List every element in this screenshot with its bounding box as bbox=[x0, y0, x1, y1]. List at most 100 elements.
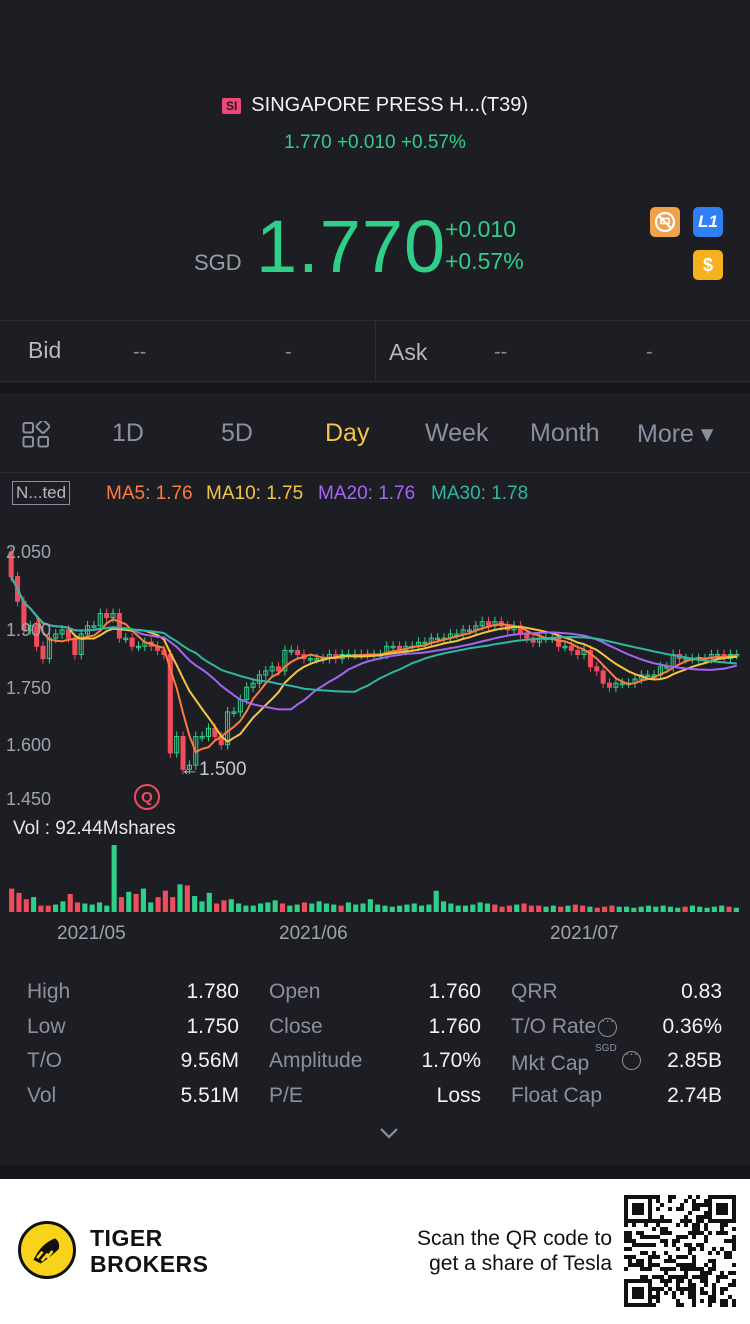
qr-module bbox=[688, 1219, 692, 1223]
qr-module bbox=[664, 1231, 668, 1235]
volume-bar bbox=[389, 906, 395, 912]
qr-module bbox=[652, 1227, 656, 1231]
volume-bar bbox=[492, 904, 498, 912]
qr-module bbox=[672, 1243, 676, 1247]
brand-name: BROKERS bbox=[90, 1251, 209, 1277]
info-icon[interactable] bbox=[622, 1046, 641, 1070]
volume-bar bbox=[118, 897, 125, 912]
qr-module bbox=[676, 1283, 680, 1287]
qr-module bbox=[648, 1259, 652, 1263]
qr-module bbox=[668, 1219, 672, 1223]
volume-bar bbox=[214, 903, 220, 912]
qr-module bbox=[692, 1283, 696, 1287]
qr-module bbox=[640, 1251, 644, 1255]
qr-module bbox=[640, 1259, 644, 1263]
qr-module bbox=[684, 1215, 688, 1219]
volume-bar bbox=[250, 905, 256, 912]
candle-body bbox=[97, 613, 103, 627]
candle-body bbox=[250, 682, 256, 688]
qr-module bbox=[652, 1219, 656, 1223]
adjust-toggle[interactable]: N...ted bbox=[12, 481, 71, 505]
qr-module bbox=[676, 1263, 680, 1267]
tab-day[interactable]: Day bbox=[325, 419, 370, 447]
qr-code[interactable] bbox=[624, 1195, 736, 1307]
volume-bar bbox=[96, 902, 103, 912]
qr-module bbox=[728, 1283, 732, 1287]
qr-module bbox=[624, 1255, 628, 1259]
volume-bar bbox=[257, 903, 264, 912]
qr-module bbox=[696, 1215, 700, 1219]
qr-module bbox=[660, 1227, 664, 1231]
tab-month[interactable]: Month bbox=[530, 419, 600, 447]
qr-module bbox=[728, 1255, 732, 1259]
candlestick-chart[interactable] bbox=[0, 510, 750, 950]
stat-value: 5.51M bbox=[180, 1084, 239, 1107]
qr-module bbox=[704, 1283, 708, 1287]
qr-module bbox=[676, 1287, 680, 1291]
qr-module bbox=[732, 1263, 736, 1267]
qr-module bbox=[700, 1275, 704, 1279]
qr-module bbox=[692, 1255, 696, 1259]
volume-bar bbox=[265, 902, 271, 912]
volume-bar bbox=[470, 904, 476, 912]
qr-module bbox=[672, 1267, 676, 1271]
candle-body bbox=[587, 649, 593, 668]
volume-bar bbox=[23, 899, 29, 912]
volume-bar bbox=[140, 888, 146, 912]
qr-module bbox=[692, 1203, 696, 1207]
volume-bar bbox=[572, 904, 578, 912]
qr-module bbox=[680, 1219, 684, 1223]
volume-bar bbox=[323, 903, 329, 912]
qr-module bbox=[692, 1299, 696, 1303]
volume-label: Vol : 92.44Mshares bbox=[13, 818, 176, 839]
l1-quote-icon[interactable]: L1 bbox=[693, 207, 723, 237]
qr-module bbox=[680, 1255, 684, 1259]
candle-body bbox=[174, 736, 180, 754]
qr-module bbox=[652, 1263, 656, 1267]
qr-module bbox=[720, 1231, 724, 1235]
qr-module bbox=[636, 1231, 640, 1235]
candle-body bbox=[205, 727, 212, 738]
tab-more[interactable]: More ▾ bbox=[637, 420, 714, 448]
info-icon[interactable] bbox=[598, 1013, 618, 1037]
chevron-down-icon[interactable] bbox=[377, 1125, 401, 1141]
volume-bar bbox=[192, 896, 198, 912]
qr-module bbox=[660, 1279, 664, 1283]
qr-module bbox=[660, 1203, 664, 1207]
qr-module bbox=[660, 1215, 664, 1219]
qr-module bbox=[676, 1235, 680, 1239]
ma30-value: MA30: 1.78 bbox=[431, 483, 529, 504]
stock-title-row[interactable]: SI SINGAPORE PRESS H...(T39) bbox=[0, 94, 750, 117]
x-tick-label: 2021/05 bbox=[57, 923, 126, 944]
qr-module bbox=[688, 1267, 692, 1271]
qr-module bbox=[692, 1263, 696, 1267]
volume-bar bbox=[199, 901, 205, 912]
no-short-icon[interactable] bbox=[650, 207, 680, 237]
dollar-icon[interactable]: $ bbox=[693, 250, 723, 280]
qr-module bbox=[676, 1303, 680, 1307]
tiger-brokers-logo bbox=[18, 1221, 76, 1279]
tab-5d[interactable]: 5D bbox=[221, 419, 253, 447]
qr-module bbox=[656, 1235, 660, 1239]
qr-module bbox=[724, 1239, 728, 1243]
volume-bar bbox=[236, 903, 242, 912]
stat-value: 1.760 bbox=[428, 980, 481, 1003]
volume-bar bbox=[331, 904, 337, 912]
qr-module bbox=[712, 1247, 716, 1251]
tab-1d[interactable]: 1D bbox=[112, 419, 144, 447]
qr-module bbox=[684, 1271, 688, 1275]
volume-bar bbox=[155, 897, 161, 912]
qr-module bbox=[684, 1267, 688, 1271]
qr-module bbox=[632, 1255, 636, 1259]
tab-week[interactable]: Week bbox=[425, 419, 489, 447]
stat-label[interactable]: T/O Rate bbox=[511, 1013, 618, 1039]
volume-bar bbox=[177, 884, 183, 912]
chart-layout-icon[interactable] bbox=[22, 421, 50, 449]
candle-body bbox=[256, 674, 262, 684]
qr-module bbox=[704, 1215, 708, 1219]
qr-module bbox=[676, 1207, 680, 1211]
event-marker-icon[interactable]: Q bbox=[134, 784, 160, 810]
qr-module bbox=[696, 1195, 700, 1199]
qr-module bbox=[692, 1207, 696, 1211]
volume-bar bbox=[148, 902, 154, 912]
